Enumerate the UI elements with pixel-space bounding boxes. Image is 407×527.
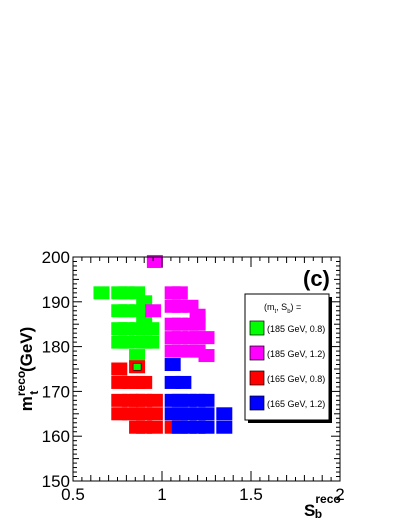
- legend-swatch-3: [249, 395, 265, 411]
- x-axis-title-main: S: [304, 501, 315, 520]
- y-tick-label: 180: [42, 338, 70, 357]
- legend-entry-label-3: (165 GeV, 1.2): [267, 399, 325, 409]
- series-1-box: [171, 286, 188, 300]
- series-2-box: [146, 393, 163, 407]
- series-3-box: [216, 407, 233, 421]
- series-3: [164, 358, 233, 434]
- series-1: [145, 254, 215, 363]
- x-axis-title-sub: b: [315, 507, 322, 521]
- series-3-box: [198, 420, 215, 434]
- series-3-box: [164, 358, 181, 372]
- series-2-box: [136, 375, 153, 389]
- legend-entry-label-2: (165 GeV, 0.8): [267, 374, 325, 384]
- legend-entry-label-1: (185 GeV, 1.2): [267, 349, 325, 359]
- legend-header: (mt, Sb) =: [264, 302, 301, 315]
- tick-layer: 0.5 1 1.5 2 150 160 170 180 190 200: [42, 248, 345, 504]
- series-0-box: [93, 286, 110, 300]
- legend-header-open: (m: [264, 302, 275, 312]
- series-1-box: [198, 331, 215, 345]
- series-3-box: [175, 375, 192, 389]
- x-axis-title-sup: reco: [315, 492, 340, 506]
- y-tick-label: 150: [42, 472, 70, 491]
- x-tick-label: 1: [157, 485, 166, 504]
- y-tick-label: 190: [42, 293, 70, 312]
- legend-swatch-0: [249, 320, 265, 336]
- y-axis-title-main: m: [17, 396, 36, 411]
- y-axis-title-sup: reco: [14, 371, 28, 396]
- y-tick-label: 160: [42, 427, 70, 446]
- series-2-box: [111, 362, 128, 376]
- series-0-box: [143, 335, 160, 349]
- series-0-box: [143, 322, 160, 336]
- series-2-box: [146, 420, 163, 434]
- x-tick-label: 2: [335, 485, 344, 504]
- series-3-box: [216, 420, 233, 434]
- x-tick-label: 0.5: [61, 485, 85, 504]
- legend-entry-label-0: (185 GeV, 0.8): [267, 324, 325, 334]
- series-0-box: [129, 349, 146, 363]
- legend-swatch-2: [249, 370, 265, 386]
- series-1-box: [198, 349, 215, 363]
- legend-header-close: ) =: [291, 302, 302, 312]
- series-layer: [93, 254, 233, 434]
- y-axis-title-sub: t: [27, 391, 41, 395]
- legend-header-sub2: b: [287, 309, 291, 315]
- highlight-marker: [132, 362, 142, 371]
- legend-swatch-1: [249, 345, 265, 361]
- x-tick-label: 1.5: [239, 485, 263, 504]
- legend-header-sep: , S: [276, 302, 287, 312]
- y-axis-title-suffix: (GeV): [17, 327, 36, 377]
- series-0: [93, 286, 160, 363]
- legend: (mt, Sb) = (185 GeV, 0.8)(185 GeV, 1.2)(…: [244, 293, 332, 423]
- y-tick-label: 170: [42, 382, 70, 401]
- y-axis-title: mrecot (GeV): [14, 327, 41, 412]
- y-tick-label: 200: [42, 248, 70, 267]
- series-2-box: [146, 407, 163, 421]
- series-1-box: [145, 304, 162, 318]
- legend-header-sub1: t: [275, 309, 277, 315]
- legend-entries: (185 GeV, 0.8) (185 GeV, 1.2) (165 GeV, 0.…: [249, 320, 325, 411]
- series-3-box: [198, 407, 215, 421]
- series-2: [111, 360, 181, 434]
- series-1-box: [189, 317, 206, 331]
- x-axis-title: Sreco b: [304, 492, 341, 521]
- series-1-box: [146, 254, 163, 268]
- panel-label: (c): [303, 266, 330, 291]
- series-3-box: [198, 393, 215, 407]
